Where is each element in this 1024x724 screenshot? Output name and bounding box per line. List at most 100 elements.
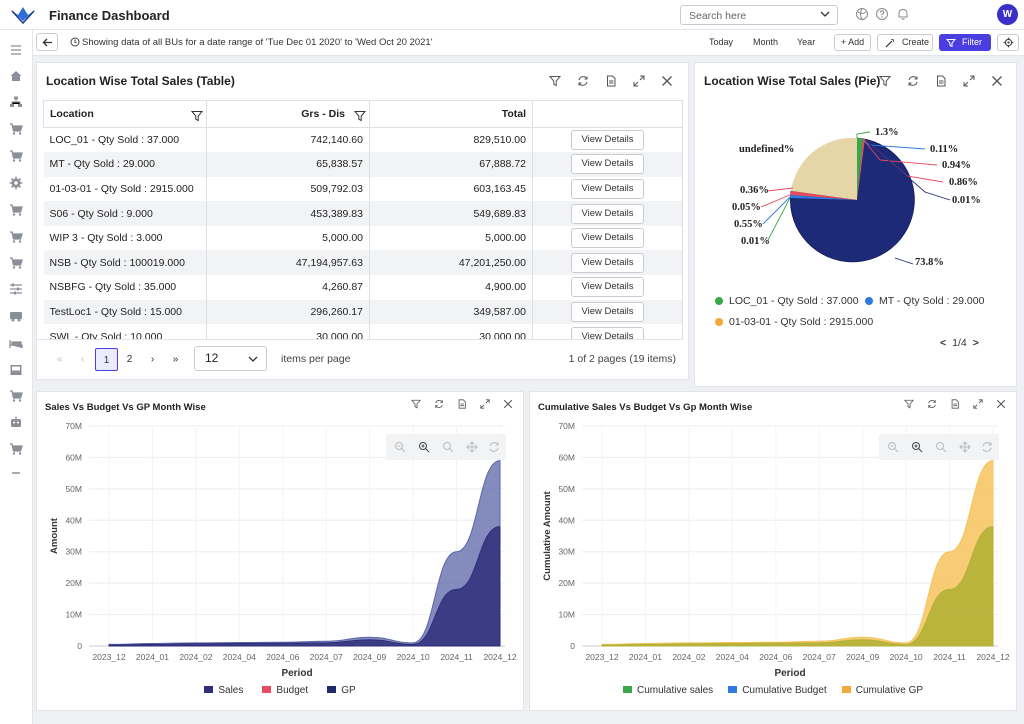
expand-icon[interactable] <box>480 399 490 409</box>
close-icon[interactable] <box>661 75 673 87</box>
legend-next-button[interactable]: > <box>972 337 979 349</box>
filter-button[interactable]: Filter <box>939 34 991 51</box>
view-details-button[interactable]: View Details <box>571 252 644 273</box>
close-icon[interactable] <box>991 75 1003 87</box>
user-avatar[interactable]: W <box>997 4 1018 25</box>
export-icon[interactable] <box>457 399 467 409</box>
gear-icon[interactable] <box>9 176 23 190</box>
filter-icon[interactable] <box>879 75 891 87</box>
pie-legend-item[interactable]: 01-03-01 - Qty Sold : 2915.000 <box>715 316 873 328</box>
view-details-button[interactable]: View Details <box>571 154 644 175</box>
expand-icon[interactable] <box>963 75 975 87</box>
pie-legend-item[interactable]: MT - Qty Sold : 29.000 <box>865 295 984 307</box>
expand-icon[interactable] <box>633 75 645 87</box>
legend-item-cumulative-budget[interactable]: Cumulative Budget <box>728 685 827 696</box>
filter-icon[interactable] <box>354 110 366 122</box>
legend-item-cumulative-gp[interactable]: Cumulative GP <box>841 685 923 696</box>
inbox-icon[interactable] <box>9 363 23 377</box>
legend-item-budget[interactable]: Budget <box>262 685 308 696</box>
pie-slice[interactable] <box>790 191 858 200</box>
legend-item-sales[interactable]: Sales <box>204 685 243 696</box>
year-button[interactable]: Year <box>797 37 816 47</box>
pan-icon[interactable] <box>959 441 971 453</box>
filter-icon[interactable] <box>549 75 561 87</box>
cart-icon[interactable] <box>9 149 23 163</box>
view-details-button[interactable]: View Details <box>571 326 644 339</box>
create-button[interactable]: Create <box>877 34 933 51</box>
pie-slice[interactable] <box>857 138 865 200</box>
back-button[interactable] <box>36 33 58 51</box>
cart-icon[interactable] <box>9 230 23 244</box>
help-icon[interactable] <box>875 7 889 21</box>
view-details-button[interactable]: View Details <box>571 277 644 298</box>
view-details-button[interactable]: View Details <box>571 203 644 224</box>
zoom-out-icon[interactable] <box>887 441 899 453</box>
close-icon[interactable] <box>503 399 513 409</box>
cart-icon[interactable] <box>9 203 23 217</box>
pan-icon[interactable] <box>466 441 478 453</box>
last-page-button[interactable]: » <box>172 354 179 365</box>
legend-item-cumulative-sales[interactable]: Cumulative sales <box>622 685 713 696</box>
pie-slice[interactable] <box>790 195 857 200</box>
reset-zoom-icon[interactable] <box>488 441 500 453</box>
robot-icon[interactable] <box>9 415 23 429</box>
close-icon[interactable] <box>996 399 1006 409</box>
series-area-gp[interactable] <box>108 526 501 647</box>
next-page-button[interactable]: › <box>150 354 155 365</box>
prev-page-button[interactable]: ‹ <box>80 354 85 365</box>
filter-icon[interactable] <box>191 110 203 122</box>
app-logo[interactable] <box>8 5 38 25</box>
pie-slice[interactable] <box>791 137 857 200</box>
pie-legend-item[interactable]: LOC_01 - Qty Sold : 37.000 <box>715 295 859 307</box>
zoom-in-icon[interactable] <box>911 441 923 453</box>
export-icon[interactable] <box>605 75 617 87</box>
bed-icon[interactable] <box>9 336 23 350</box>
table-scroll[interactable]: Location Grs - Dis Total LOC_01 - Qty So… <box>37 100 688 339</box>
column-header-total[interactable]: Total <box>369 100 533 128</box>
refresh-icon[interactable] <box>927 399 937 409</box>
cart-icon[interactable] <box>9 389 23 403</box>
export-icon[interactable] <box>950 399 960 409</box>
search-input[interactable]: Search here <box>680 5 838 25</box>
view-details-button[interactable]: View Details <box>571 130 644 151</box>
sliders-icon[interactable] <box>9 282 23 296</box>
add-button[interactable]: + Add <box>834 34 871 51</box>
refresh-icon[interactable] <box>577 75 589 87</box>
cart-icon[interactable] <box>9 442 23 456</box>
page-size-select[interactable]: 12 <box>194 346 267 371</box>
refresh-icon[interactable] <box>907 75 919 87</box>
view-details-button[interactable]: View Details <box>571 301 644 322</box>
zoom-select-icon[interactable] <box>935 441 947 453</box>
chevron-down-icon[interactable] <box>820 9 830 19</box>
legend-item-gp[interactable]: GP <box>327 685 356 696</box>
cart-icon[interactable] <box>9 122 23 136</box>
column-header-grs-dis[interactable]: Grs - Dis <box>206 100 370 128</box>
cart-icon[interactable] <box>9 256 23 270</box>
bell-icon[interactable] <box>896 7 910 21</box>
series-area-cumulative-gp[interactable] <box>601 526 994 647</box>
page-2-button[interactable]: 2 <box>126 354 133 365</box>
expand-icon[interactable] <box>973 399 983 409</box>
home-icon[interactable] <box>9 69 23 83</box>
page-1-button[interactable]: 1 <box>95 348 118 371</box>
filter-icon[interactable] <box>411 399 421 409</box>
zoom-select-icon[interactable] <box>442 441 454 453</box>
today-button[interactable]: Today <box>709 37 734 47</box>
view-details-button[interactable]: View Details <box>571 178 644 199</box>
truck-icon[interactable] <box>9 309 23 323</box>
collapse-icon[interactable] <box>9 466 23 480</box>
view-details-button[interactable]: View Details <box>571 228 644 249</box>
filter-icon[interactable] <box>904 399 914 409</box>
column-header-location[interactable]: Location <box>43 100 207 128</box>
pie-slice[interactable] <box>790 137 915 263</box>
reset-zoom-icon[interactable] <box>981 441 993 453</box>
month-button[interactable]: Month <box>753 37 779 47</box>
zoom-out-icon[interactable] <box>394 441 406 453</box>
legend-prev-button[interactable]: < <box>940 337 947 349</box>
first-page-button[interactable]: « <box>56 354 63 365</box>
refresh-icon[interactable] <box>434 399 444 409</box>
org-chart-icon[interactable] <box>9 95 23 109</box>
globe-icon[interactable] <box>855 7 869 21</box>
export-icon[interactable] <box>935 75 947 87</box>
pie-slice[interactable] <box>857 138 863 200</box>
